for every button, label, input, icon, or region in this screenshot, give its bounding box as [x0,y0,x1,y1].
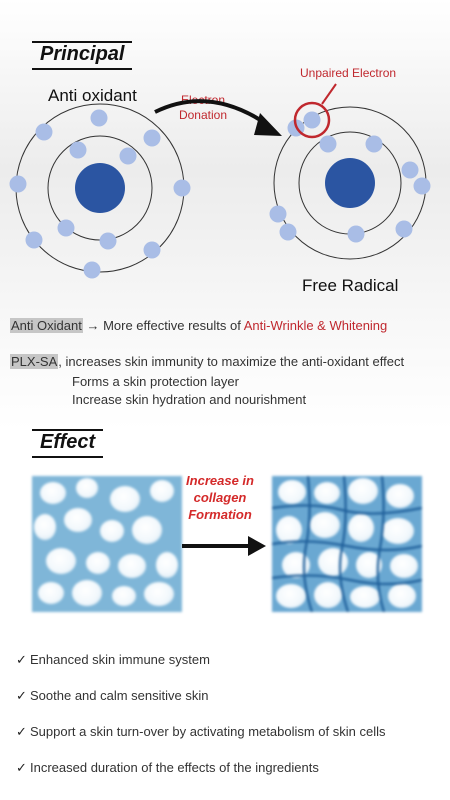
antiwrinkle-highlight: Anti-Wrinkle & Whitening [243,318,388,333]
nucleus [325,158,375,208]
electron [269,205,287,223]
plx-tag: PLX-SA [10,354,59,369]
right-arrow-icon [182,536,266,556]
electron [303,111,321,129]
benefits-list: ✓ Enhanced skin immune system ✓ Soothe and… [16,650,446,794]
list-item: ✓ Support a skin turn-over by activating … [16,722,446,758]
electron [69,141,87,159]
electron [35,123,53,141]
electron [25,231,43,249]
free-radical-atom [269,83,431,260]
tissue-before-image [32,476,182,612]
effect-heading: Effect [32,429,104,458]
unpaired-electron-ring [293,101,331,139]
plx-line-3: Increase skin hydration and nourishment [72,392,307,407]
plx-statement: PLX-SA, increases skin immunity to maxim… [10,354,404,369]
electron [90,109,108,127]
electron [395,220,413,238]
antioxidant-text: More effective results of [99,318,244,333]
electron [401,161,419,179]
electron [347,225,365,243]
electron [57,219,75,237]
electron [365,135,383,153]
electron [413,177,431,195]
unpaired-electron-pointer [321,83,337,105]
right-arrow-icon: → [86,318,100,333]
free-radical-label: Free Radical [302,276,399,295]
electron [319,135,337,153]
unpaired-electron-label: Unpaired Electron [300,66,397,80]
principal-heading: Principal [32,41,133,70]
antioxidant-tag: Anti Oxidant [10,318,83,333]
check-icon: ✓ [16,652,27,667]
check-icon: ✓ [16,724,27,739]
right-arrow-icon [154,99,282,136]
plx-line-2: Forms a skin protection layer [72,374,239,389]
antioxidant-statement: Anti Oxidant → More effective results of… [10,318,387,333]
check-icon: ✓ [16,688,27,703]
list-item: ✓ Increased duration of the effects of th… [16,758,446,794]
plx-line-1: , increases skin immunity to maximize th… [58,354,405,369]
list-item: ✓ Soothe and calm sensitive skin [16,686,446,722]
check-icon: ✓ [16,760,27,775]
antioxidant-label: Anti oxidant [48,86,137,105]
electron [119,147,137,165]
benefit-text: Enhanced skin immune system [30,652,210,667]
benefit-text: Increased duration of the effects of the… [30,760,319,775]
electron [9,175,27,193]
list-item: ✓ Enhanced skin immune system [16,650,446,686]
nucleus [75,163,125,213]
benefit-text: Soothe and calm sensitive skin [30,688,209,703]
atom-diagram [9,83,431,279]
collagen-formation-label: Increase in collagen Formation [186,473,254,522]
tissue-after-image [272,476,422,612]
electron [173,179,191,197]
electron [143,241,161,259]
benefit-text: Support a skin turn-over by activating m… [30,724,386,739]
electron [83,261,101,279]
electron [99,232,117,250]
electron [279,223,297,241]
electron [143,129,161,147]
antioxidant-atom [9,103,191,279]
